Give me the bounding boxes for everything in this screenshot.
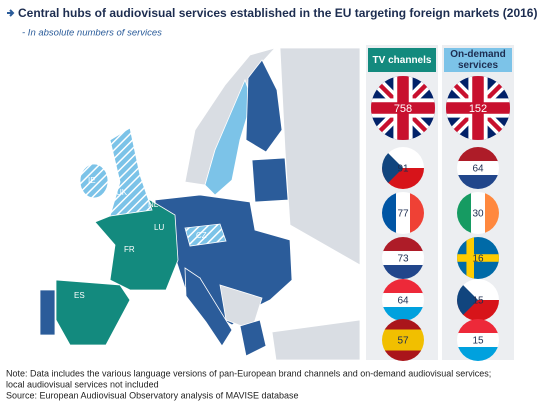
note-line: local audiovisual services not included — [6, 379, 159, 389]
map-label: NL — [148, 200, 159, 209]
non-eu-region — [279, 47, 361, 266]
map-label: FR — [124, 245, 135, 254]
non-eu-region — [271, 319, 361, 361]
flag-part — [382, 279, 424, 294]
flag — [457, 319, 499, 361]
country — [245, 59, 283, 153]
country — [109, 127, 153, 217]
country — [94, 199, 179, 291]
flag-part — [457, 147, 499, 162]
title-arrow — [7, 9, 15, 17]
value-label: 64 — [397, 296, 409, 307]
value-label: 30 — [472, 209, 484, 220]
country — [184, 223, 227, 247]
column-title: On-demand services — [450, 49, 506, 71]
column-header-box — [368, 48, 436, 72]
flag-part — [457, 192, 472, 234]
country — [39, 289, 56, 336]
flag-part — [382, 265, 424, 279]
flag-part — [457, 175, 499, 189]
flag — [382, 147, 424, 189]
flag-part — [382, 329, 424, 341]
column-header-box — [444, 48, 512, 72]
value-label: 758 — [394, 103, 412, 115]
flag — [457, 279, 499, 321]
flag-part — [472, 76, 484, 140]
flag — [457, 147, 499, 189]
country — [239, 319, 267, 357]
flag-part — [382, 147, 403, 189]
country — [55, 279, 131, 346]
value-label: 15 — [472, 296, 484, 307]
source: Source: European Audiovisual Observatory… — [6, 390, 299, 400]
flag-part — [382, 319, 424, 330]
flag — [446, 76, 510, 140]
flag — [382, 319, 424, 361]
value-label: 152 — [469, 103, 487, 115]
flag-list — [371, 76, 510, 361]
flag — [371, 76, 435, 140]
flag — [382, 279, 424, 321]
map-label: CZ — [196, 231, 207, 240]
flag-part — [382, 251, 424, 266]
country — [79, 163, 109, 199]
flag-part — [382, 192, 397, 234]
flag-part — [397, 76, 409, 140]
subtitle: - In absolute numbers of services — [22, 28, 162, 39]
flag-part — [471, 192, 486, 234]
value-label: 15 — [472, 336, 484, 347]
flag — [457, 237, 499, 279]
map-label: UK — [116, 188, 128, 197]
flag — [382, 237, 424, 279]
flag-part — [457, 254, 499, 262]
map-label: ES — [74, 291, 85, 300]
title: Central hubs of audiovisual services est… — [18, 6, 537, 20]
value-label: 57 — [397, 336, 409, 347]
map-label: IE — [88, 176, 96, 185]
map-labels: IE UK NL LU CZ FR ES — [74, 176, 207, 300]
flag-part — [457, 279, 478, 321]
note-line: Note: Data includes the various language… — [6, 368, 491, 378]
flag — [457, 192, 499, 234]
value-label: 16 — [472, 254, 484, 265]
flag-part — [396, 192, 411, 234]
country — [184, 267, 233, 347]
map — [39, 47, 361, 361]
flag-part — [382, 340, 424, 351]
flag-part — [457, 319, 499, 334]
flag-part — [457, 333, 499, 348]
value-label: 73 — [397, 254, 409, 265]
flag-part — [410, 192, 424, 234]
flag-part — [485, 192, 499, 234]
flag-part — [457, 347, 499, 361]
flag-part — [457, 161, 499, 176]
value-label: 64 — [472, 164, 484, 175]
flag-part — [382, 350, 424, 361]
column-title: TV channels — [372, 54, 432, 66]
country — [251, 157, 289, 203]
value-label: 91 — [397, 164, 409, 175]
flag-part — [466, 237, 475, 279]
flag — [382, 192, 424, 234]
map-label: LU — [154, 223, 164, 232]
flag-part — [382, 293, 424, 308]
flag-part — [382, 307, 424, 321]
flag-part — [382, 237, 424, 252]
value-label: 77 — [397, 209, 409, 220]
